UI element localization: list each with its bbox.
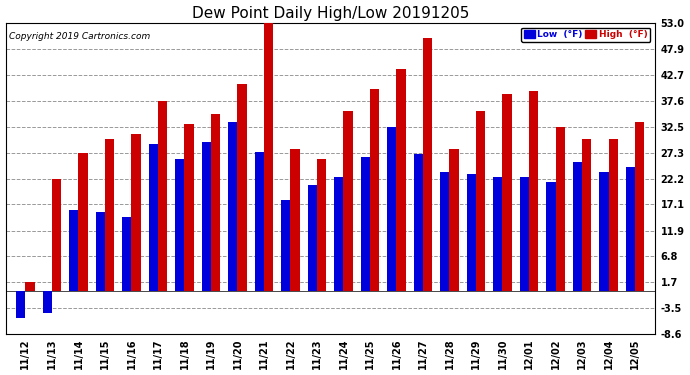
Bar: [184, 124, 194, 291]
Bar: [132, 134, 141, 291]
Bar: [334, 177, 344, 291]
Bar: [158, 101, 167, 291]
Bar: [546, 182, 555, 291]
Bar: [237, 84, 247, 291]
Bar: [344, 111, 353, 291]
Bar: [582, 139, 591, 291]
Bar: [476, 111, 485, 291]
Bar: [555, 126, 565, 291]
Bar: [69, 210, 79, 291]
Bar: [122, 217, 132, 291]
Bar: [52, 178, 61, 291]
Bar: [529, 91, 538, 291]
Bar: [370, 89, 380, 291]
Bar: [502, 94, 512, 291]
Bar: [609, 139, 618, 291]
Bar: [308, 184, 317, 291]
Bar: [423, 38, 432, 291]
Bar: [16, 291, 26, 318]
Bar: [105, 139, 115, 291]
Bar: [520, 177, 529, 291]
Bar: [493, 177, 502, 291]
Bar: [414, 154, 423, 291]
Bar: [282, 200, 290, 291]
Bar: [599, 172, 609, 291]
Bar: [466, 174, 476, 291]
Bar: [26, 282, 34, 291]
Bar: [397, 69, 406, 291]
Bar: [211, 114, 220, 291]
Bar: [626, 167, 635, 291]
Title: Dew Point Daily High/Low 20191205: Dew Point Daily High/Low 20191205: [192, 6, 469, 21]
Bar: [387, 126, 397, 291]
Bar: [264, 23, 273, 291]
Bar: [43, 291, 52, 313]
Text: Copyright 2019 Cartronics.com: Copyright 2019 Cartronics.com: [9, 32, 150, 41]
Bar: [148, 144, 158, 291]
Legend: Low  (°F), High  (°F): Low (°F), High (°F): [521, 28, 651, 42]
Bar: [255, 152, 264, 291]
Bar: [361, 157, 370, 291]
Bar: [96, 212, 105, 291]
Bar: [440, 172, 449, 291]
Bar: [573, 162, 582, 291]
Bar: [635, 122, 644, 291]
Bar: [79, 153, 88, 291]
Bar: [201, 142, 211, 291]
Bar: [228, 122, 237, 291]
Bar: [175, 159, 184, 291]
Bar: [317, 159, 326, 291]
Bar: [290, 149, 299, 291]
Bar: [449, 149, 459, 291]
